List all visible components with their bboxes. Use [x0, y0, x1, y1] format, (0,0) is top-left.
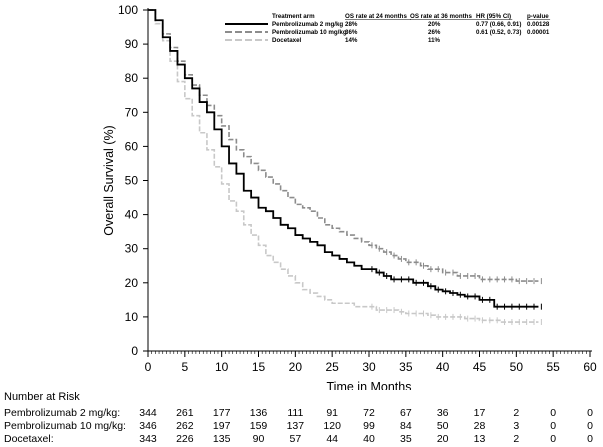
km-curve-2 [148, 9, 539, 323]
legend-os36: 11% [428, 37, 441, 44]
risk-count: 35 [399, 433, 412, 445]
risk-row-label: Pembrolizumab 2 mg/kg: [4, 407, 121, 419]
x-tick-label: 60 [583, 360, 597, 374]
survival-curves [148, 9, 542, 326]
x-tick-label: 30 [362, 360, 376, 374]
x-tick-label: 35 [399, 360, 413, 374]
risk-count: 261 [176, 407, 194, 419]
x-tick-label: 10 [215, 360, 229, 374]
risk-count: 2 [513, 433, 520, 445]
risk-count: 0 [587, 407, 593, 419]
y-tick-label: 60 [125, 139, 139, 153]
x-tick-label: 50 [510, 360, 524, 374]
legend-os24: 36% [345, 29, 358, 36]
y-axis-label: Overall Survival (%) [102, 125, 116, 235]
y-tick-label: 10 [125, 310, 139, 324]
risk-row: Pembrolizumab 10 mg/kg: 346 262 197 159 137 12… [0, 420, 603, 432]
risk-count: 111 [287, 407, 304, 419]
legend-pvalue: 0.00001 [527, 29, 550, 36]
risk-count: 197 [212, 420, 231, 432]
risk-table-title: Number at Risk [4, 391, 80, 403]
y-tick-label: 30 [125, 242, 139, 256]
legend-header: HR (95% CI) [476, 13, 511, 20]
km-curve-1 [148, 9, 539, 282]
risk-row: Pembrolizumab 2 mg/kg: 344 261 177 136 111 91 7… [0, 407, 603, 419]
risk-count: 13 [473, 433, 486, 445]
risk-row-label: Pembrolizumab 10 mg/kg: [4, 420, 126, 432]
legend-os24: 28% [345, 21, 358, 28]
risk-count: 57 [289, 433, 302, 445]
risk-count: 67 [399, 407, 412, 419]
legend-os36: 26% [428, 29, 441, 36]
legend-series-name: Docetaxel [272, 37, 302, 44]
legend-header: p-value [527, 13, 549, 20]
legend-header: OS rate at 36 months [410, 13, 472, 20]
x-tick-label: 55 [546, 360, 560, 374]
y-tick-label: 80 [125, 71, 139, 85]
risk-count: 177 [212, 407, 231, 419]
risk-count: 17 [473, 407, 486, 419]
x-tick-label: 15 [252, 360, 266, 374]
legend-table: Treatment arm OS rate at 24 months OS rate… [225, 13, 551, 44]
risk-row: Docetaxel: 343 226 135 90 57 44 40 35 20 13 2 0 0 [0, 433, 603, 445]
x-tick-label: 5 [181, 360, 188, 374]
risk-count: 0 [550, 420, 557, 432]
km-curve-0 [148, 9, 539, 308]
risk-count: 344 [139, 407, 157, 419]
x-tick-label: 45 [473, 360, 487, 374]
legend-header: Treatment arm [272, 13, 315, 20]
risk-count: 136 [249, 407, 268, 419]
x-axis-label: Time in Months [327, 380, 412, 390]
risk-count: 91 [326, 407, 338, 419]
risk-count: 159 [249, 420, 268, 432]
y-tick-label: 70 [125, 105, 139, 119]
legend-series-name: Pembrolizumab 10 mg/kg [272, 29, 347, 36]
x-tick-label: 40 [436, 360, 450, 374]
risk-count: 40 [363, 433, 375, 445]
risk-count: 0 [587, 420, 593, 432]
legend-os24: 14% [345, 37, 358, 44]
x-tick-label: 20 [289, 360, 303, 374]
risk-count: 50 [436, 420, 449, 432]
risk-count: 262 [176, 420, 194, 432]
risk-count: 20 [436, 433, 449, 445]
risk-count: 137 [286, 420, 305, 432]
x-tick-label: 25 [325, 360, 339, 374]
y-tick-label: 100 [118, 3, 138, 17]
y-tick-label: 20 [125, 276, 139, 290]
risk-count: 0 [550, 407, 557, 419]
risk-count: 2 [513, 407, 520, 419]
legend-header: OS rate at 24 months [345, 13, 407, 20]
survival-chart: 0 5 10 15 20 25 30 35 40 45 50 55 60 0 10 20 30 40 50 60 70 8… [102, 3, 597, 390]
risk-count: 90 [252, 433, 265, 445]
risk-count: 226 [176, 433, 194, 445]
chart-axes: 0 5 10 15 20 25 30 35 40 45 50 55 60 0 10 20 30 40 50 60 70 8… [102, 3, 597, 390]
risk-count: 346 [139, 420, 157, 432]
risk-count: 120 [323, 420, 341, 432]
y-tick-label: 40 [125, 208, 139, 222]
risk-count: 28 [473, 420, 486, 432]
legend-os36: 20% [428, 21, 441, 28]
y-tick-label: 50 [125, 174, 139, 188]
risk-count: 343 [139, 433, 157, 445]
risk-count: 72 [363, 407, 375, 419]
legend-series-name: Pembrolizumab 2 mg/kg [272, 21, 343, 28]
risk-count: 84 [399, 420, 412, 432]
y-tick-label: 0 [131, 344, 138, 358]
risk-count: 135 [212, 433, 231, 445]
legend-hr: 0.77 (0.66, 0.91) [476, 21, 521, 28]
x-tick-label: 0 [145, 360, 152, 374]
risk-count: 3 [513, 420, 520, 432]
risk-row-label: Docetaxel: [4, 433, 54, 445]
risk-count: 36 [436, 407, 449, 419]
risk-count: 44 [326, 433, 338, 445]
y-tick-label: 90 [125, 37, 139, 51]
risk-count: 99 [363, 420, 375, 432]
risk-count: 0 [550, 433, 557, 445]
legend-pvalue: 0.00128 [527, 21, 550, 28]
legend-hr: 0.61 (0.52, 0.73) [476, 29, 521, 36]
risk-count: 0 [587, 433, 593, 445]
